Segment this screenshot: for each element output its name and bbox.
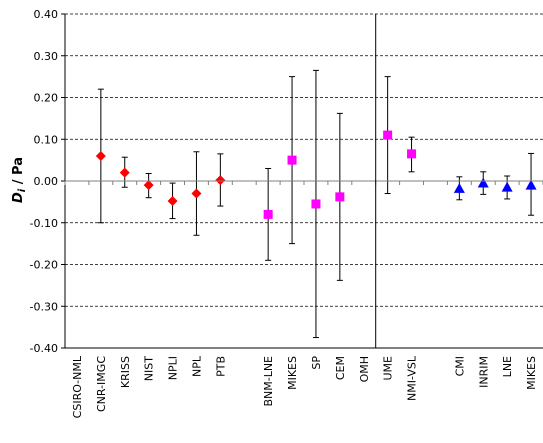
category-label: CNR-IMGC <box>95 356 108 412</box>
data-point-square <box>383 130 393 140</box>
data-point-triangle <box>501 181 513 192</box>
data-point-square <box>407 149 417 159</box>
y-tick-label: 0.10 <box>34 133 59 146</box>
y-tick-label: -0.20 <box>30 259 58 272</box>
y-axis-title-rest: / Pa <box>11 157 26 189</box>
category-label: NPL <box>190 355 203 377</box>
category-label: OMH <box>358 356 371 382</box>
category-label: INRIM <box>477 356 490 388</box>
data-point-square <box>263 209 273 219</box>
data-point-triangle <box>525 179 537 190</box>
y-tick-label: -0.40 <box>30 342 58 355</box>
y-tick-label: -0.10 <box>30 217 58 230</box>
data-point-triangle <box>453 183 465 193</box>
data-point-diamond <box>95 150 106 161</box>
data-point-diamond <box>143 180 154 191</box>
category-label: LNE <box>501 356 514 377</box>
data-point-diamond <box>119 167 130 178</box>
y-tick-label: 0.20 <box>34 92 59 105</box>
category-label: CSIRO-NML <box>71 355 84 418</box>
data-markers <box>95 130 537 219</box>
y-axis-tick-labels: -0.40 -0.30 -0.20 -0.10 0.00 0.10 0.20 0.30 0.40 <box>30 8 58 355</box>
category-label: MIKES <box>525 356 538 390</box>
data-point-diamond <box>191 188 202 199</box>
y-axis-title-main: D <box>11 192 26 203</box>
category-label: CMI <box>453 356 466 376</box>
data-point-triangle <box>477 177 489 188</box>
category-label: UME <box>382 356 395 381</box>
data-point-diamond <box>167 196 178 207</box>
category-label: KRISS <box>119 356 132 388</box>
grid-lines <box>65 13 543 307</box>
y-axis-title: Di / Pa <box>11 157 28 203</box>
data-point-diamond <box>215 175 226 186</box>
category-label: SP <box>310 356 323 370</box>
category-labels: CSIRO-NML CNR-IMGC KRISS NIST NPLI NPL PTB BNM-… <box>71 355 538 418</box>
category-label: BNM-LNE <box>262 356 275 407</box>
category-label: CEM <box>334 356 347 380</box>
y-axis-title-sub: i <box>17 188 28 192</box>
y-tick-label: -0.30 <box>30 300 58 313</box>
category-label: NMI-VSL <box>406 355 419 401</box>
y-tick-label: 0.40 <box>34 8 59 21</box>
data-point-square <box>335 192 345 202</box>
axes <box>61 13 543 349</box>
category-label: NIST <box>143 356 156 381</box>
category-label: NPLI <box>167 356 180 380</box>
data-point-square <box>311 199 321 209</box>
y-tick-label: 0.00 <box>34 175 59 188</box>
data-point-square <box>287 155 297 165</box>
y-tick-label: 0.30 <box>34 50 59 63</box>
category-label: MIKES <box>286 356 299 390</box>
category-label: PTB <box>214 356 227 377</box>
